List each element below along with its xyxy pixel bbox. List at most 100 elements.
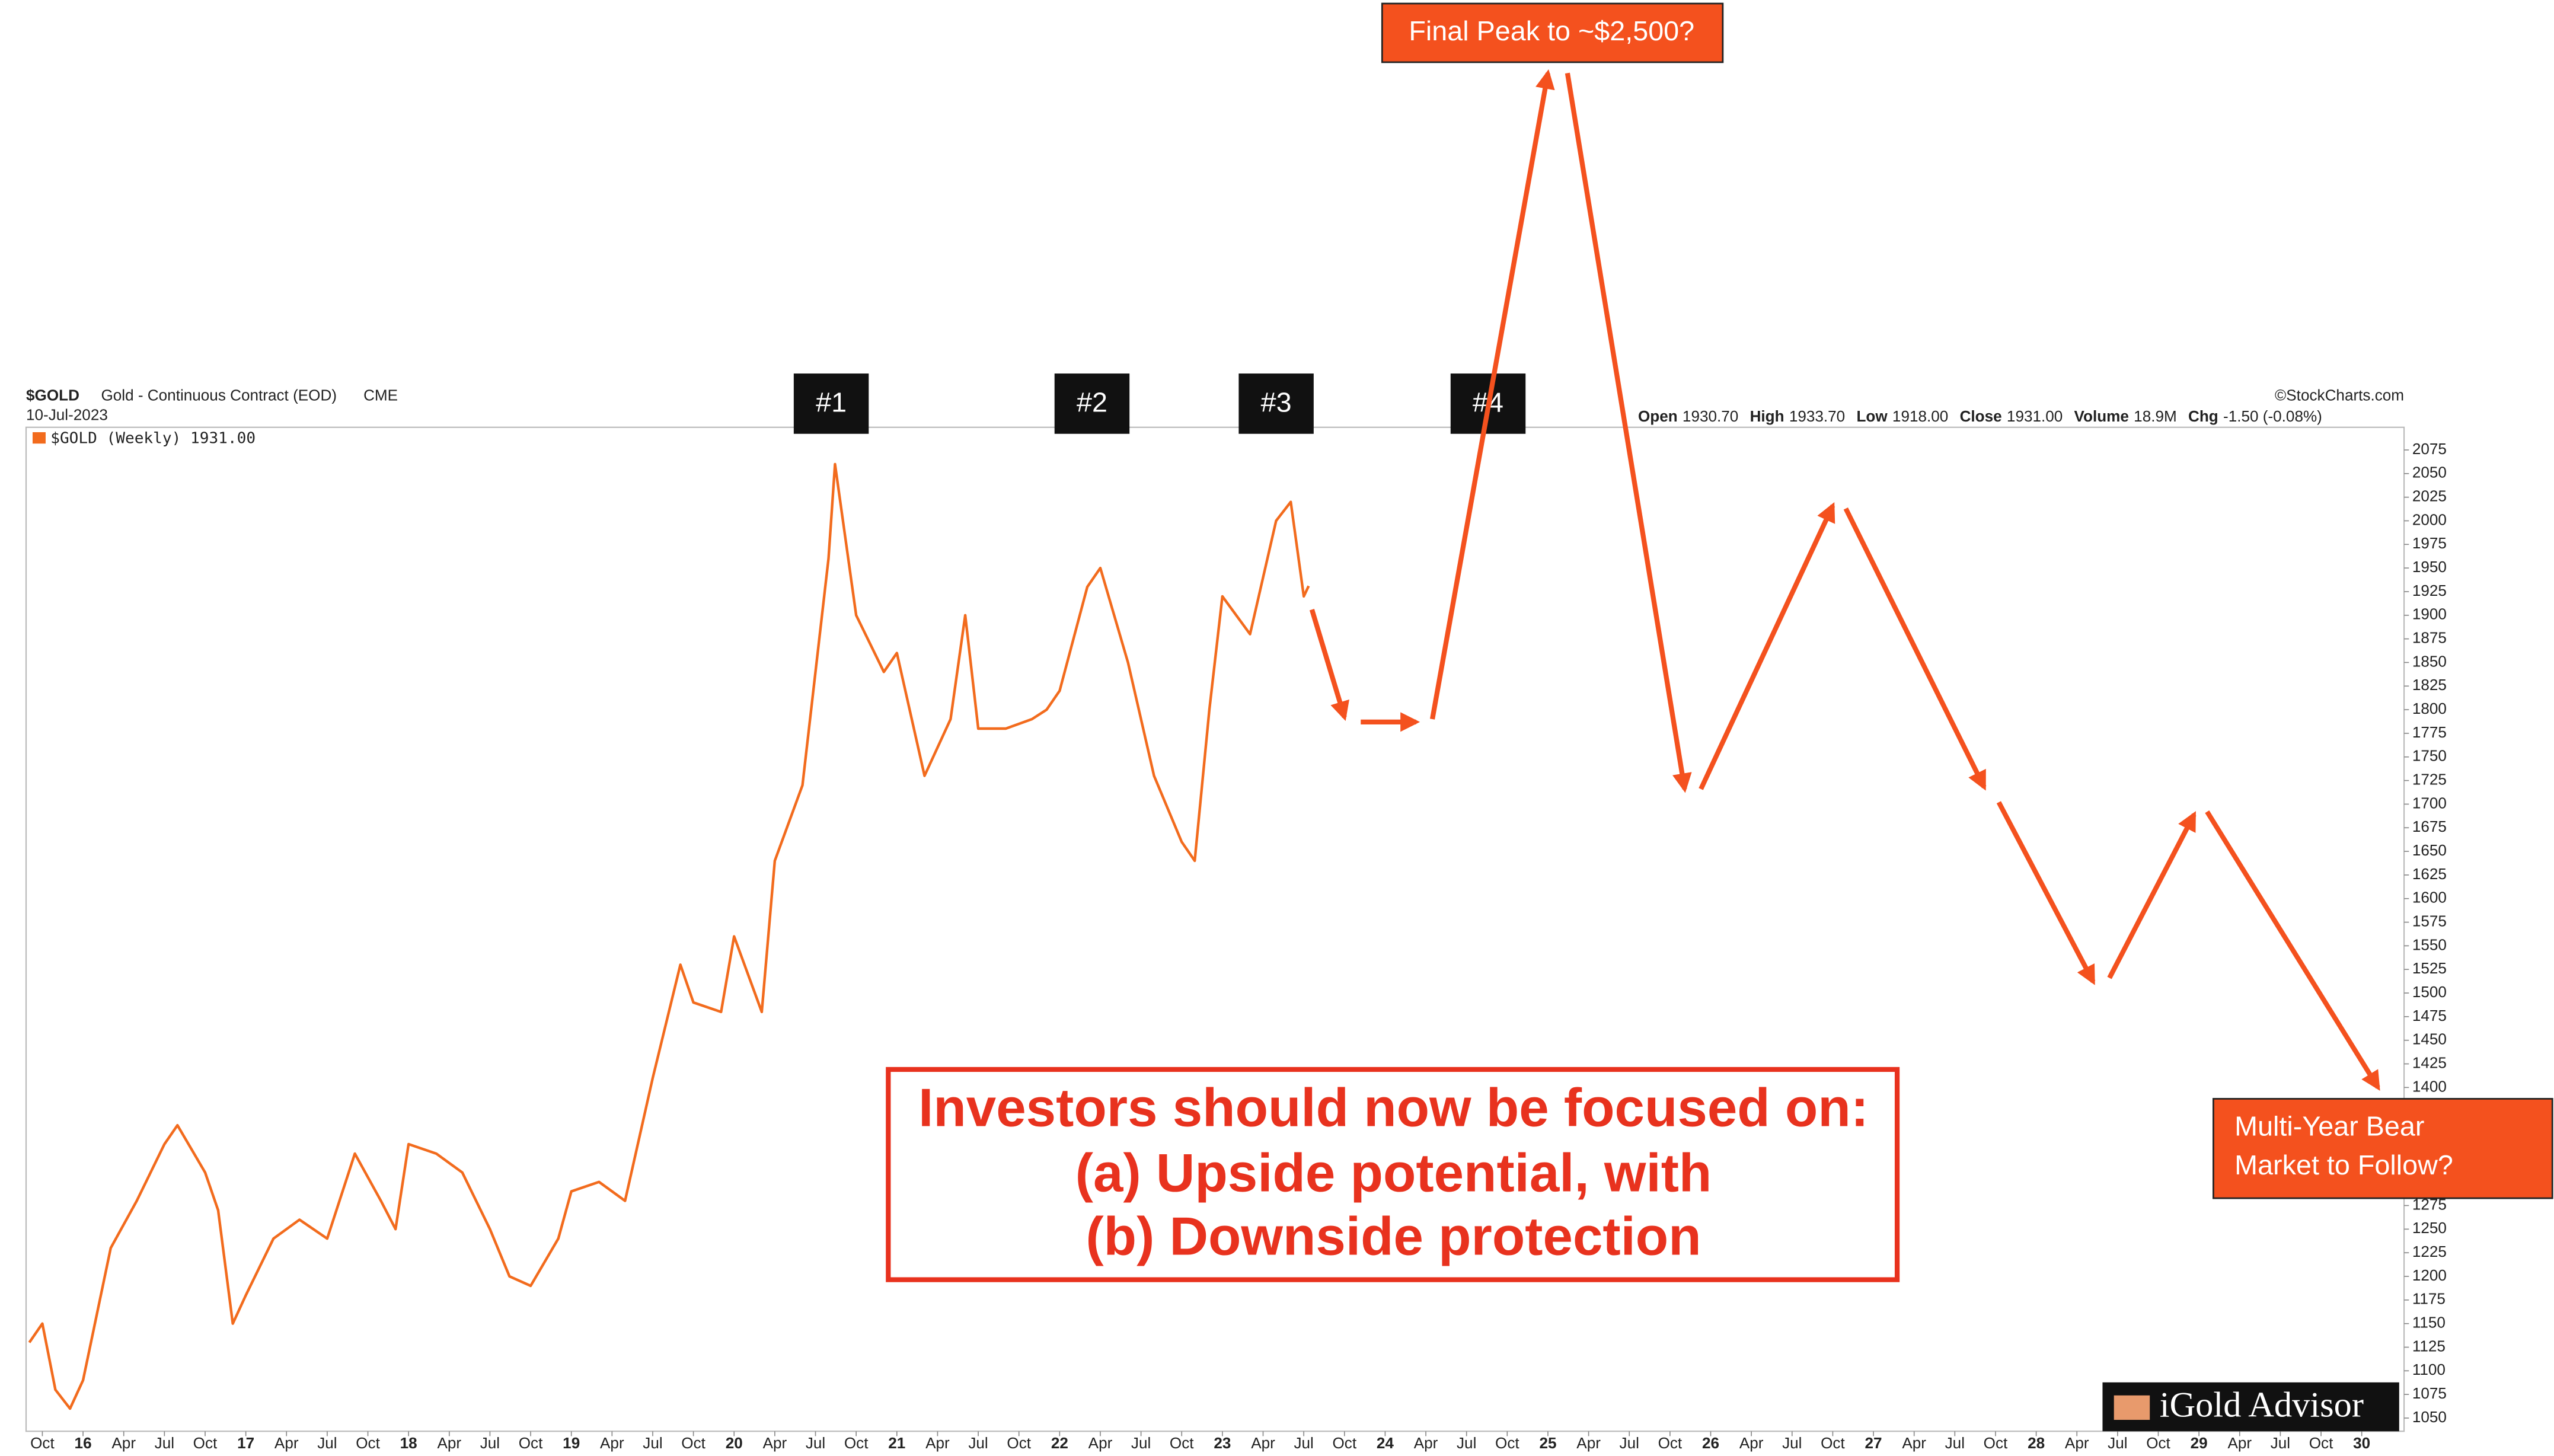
projection-arrow — [1699, 502, 1835, 790]
y-tick-label: 1800 — [2412, 700, 2447, 717]
x-tick-label: Jul — [1294, 1434, 1313, 1452]
x-tick-label: Oct — [2309, 1434, 2333, 1452]
x-tick-label: Apr — [763, 1434, 787, 1452]
quote-value: 1931.00 — [2007, 407, 2063, 425]
x-tick-label: Jul — [1782, 1434, 1802, 1452]
y-tick-label: 1850 — [2412, 652, 2447, 670]
y-tick-label: 1750 — [2412, 747, 2447, 765]
x-tick-label: Jul — [968, 1434, 988, 1452]
x-tick-label: Jul — [2271, 1434, 2290, 1452]
x-tick-label: Apr — [1576, 1434, 1601, 1452]
x-tick-label: 17 — [237, 1434, 254, 1452]
y-tick-label: 1525 — [2412, 959, 2447, 977]
quote: Open 1930.70 High 1933.70 Low 1918.00 Close 193… — [1638, 407, 2322, 425]
projection-arrow — [1565, 72, 1692, 793]
y-tick-label: 1250 — [2412, 1219, 2447, 1237]
credit: ©StockCharts.com — [2275, 386, 2404, 404]
plot-frame — [25, 426, 2405, 1432]
x-tick-label: Oct — [1007, 1434, 1031, 1452]
brand: iGold Advisor — [2160, 1385, 2364, 1425]
x-tick-label: Apr — [600, 1434, 624, 1452]
quote-value: 1918.00 — [1892, 407, 1948, 425]
x-tick-label: Jul — [155, 1434, 174, 1452]
y-tick-label: 1125 — [2412, 1337, 2446, 1355]
x-tick-label: Oct — [1658, 1434, 1683, 1452]
price-line — [28, 462, 1310, 1410]
x-tick-label: 24 — [1377, 1434, 1394, 1452]
brand-box — [2102, 1382, 2399, 1432]
peak-box — [1381, 2, 1724, 63]
y-tick-label: 1200 — [2412, 1266, 2447, 1284]
x-tick-label: 18 — [400, 1434, 417, 1452]
x-tick-label: 22 — [1051, 1434, 1068, 1452]
bear-note: Multi-Year Bear — [2234, 1110, 2424, 1141]
y-tick-label: 1575 — [2412, 912, 2447, 930]
projection-arrow — [1309, 609, 1349, 721]
x-tick-label: Oct — [844, 1434, 869, 1452]
y-tick-label: 1825 — [2412, 676, 2447, 694]
y-tick-label: 1150 — [2412, 1314, 2446, 1332]
quote-label: Close — [1960, 407, 2002, 425]
exchange: CME — [363, 386, 398, 404]
x-tick-label: Apr — [2065, 1434, 2089, 1452]
x-tick-label: 20 — [726, 1434, 743, 1452]
quote-value: 1933.70 — [1789, 407, 1845, 425]
x-tick-label: Apr — [925, 1434, 950, 1452]
wave-label: #1 — [816, 387, 847, 418]
x-tick-label: Oct — [356, 1434, 380, 1452]
wave-labels: #1 #2 #3 #4 — [793, 373, 1526, 434]
x-tick-label: Oct — [2146, 1434, 2170, 1452]
x-tick-label: 16 — [75, 1434, 92, 1452]
x-tick-label: Oct — [1332, 1434, 1356, 1452]
y-tick-label: 2075 — [2412, 440, 2447, 458]
y-tick-label: 2050 — [2412, 464, 2447, 481]
x-tick-label: 29 — [2191, 1434, 2208, 1452]
y-tick-label: 1925 — [2412, 582, 2447, 599]
y-tick-label: 1725 — [2412, 770, 2447, 788]
y-tick-label: 2025 — [2412, 487, 2447, 505]
x-tick-label: Jul — [480, 1434, 500, 1452]
x-tick-label: Apr — [1902, 1434, 1926, 1452]
x-tick-label: 26 — [1702, 1434, 1719, 1452]
wave-label: #2 — [1077, 387, 1107, 418]
x-tick-label: Jul — [1131, 1434, 1151, 1452]
wave-label: #3 — [1261, 387, 1292, 418]
y-tick-label: 1550 — [2412, 935, 2447, 953]
x-tick-label: Apr — [1251, 1434, 1275, 1452]
projection-arrow — [1429, 69, 1555, 720]
bear-note: Market to Follow? — [2234, 1150, 2453, 1180]
peak-note: Final Peak to ~$2,500? — [1409, 15, 1694, 46]
label-box — [1054, 373, 1130, 434]
x-tick-label: Jul — [643, 1434, 662, 1452]
y-tick-label: 1700 — [2412, 794, 2447, 812]
y-tick-label: 2000 — [2412, 510, 2447, 528]
quote-value: -1.50 (-0.08%) — [2223, 407, 2322, 425]
y-tick-label: 1100 — [2412, 1361, 2446, 1378]
y-tick-label: 1050 — [2412, 1408, 2447, 1426]
y-tick-label: 1400 — [2412, 1077, 2447, 1095]
quote-label: High — [1750, 407, 1784, 425]
quote-label: Open — [1638, 407, 1678, 425]
marks: 2075205020252000197519501925190018751850… — [28, 69, 2447, 1452]
x-tick-label: Oct — [681, 1434, 705, 1452]
label-box — [793, 373, 869, 434]
x-tick-label: Jul — [806, 1434, 825, 1452]
y-tick-label: 1450 — [2412, 1030, 2447, 1048]
x-tick-label: Jul — [317, 1434, 337, 1452]
message: (b) Downside protection — [1086, 1207, 1701, 1267]
y-tick-label: 1650 — [2412, 841, 2447, 859]
x-tick-label: Apr — [437, 1434, 461, 1452]
y-tick-label: 1600 — [2412, 889, 2447, 906]
bear-box — [2213, 1098, 2553, 1199]
x-tick-label: 25 — [1539, 1434, 1556, 1452]
x-tick-label: Apr — [1414, 1434, 1438, 1452]
y-tick-label: 1625 — [2412, 865, 2447, 883]
x-tick-label: 27 — [1865, 1434, 1882, 1452]
message: Investors should now be focused on: — [918, 1078, 1869, 1138]
y-tick-label: 1675 — [2412, 818, 2447, 835]
x-tick-label: Jul — [2108, 1434, 2127, 1452]
y-tick-label: 1475 — [2412, 1007, 2447, 1024]
quote-label: Low — [1856, 407, 1888, 425]
